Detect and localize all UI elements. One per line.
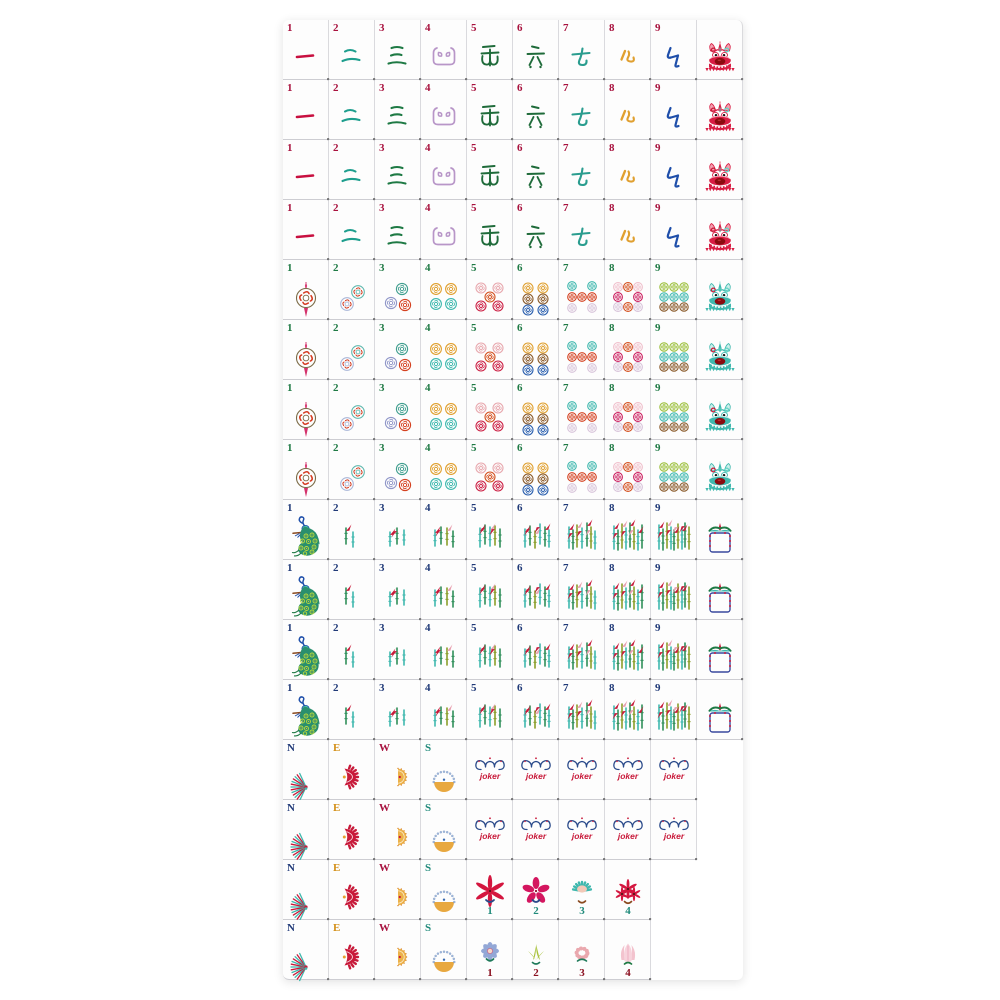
- svg-text:4: 4: [625, 905, 631, 917]
- svg-text:joker: joker: [571, 831, 593, 841]
- svg-text:1: 1: [487, 967, 493, 979]
- svg-text:joker: joker: [525, 831, 547, 841]
- svg-text:joker: joker: [663, 831, 685, 841]
- svg-text:1: 1: [487, 905, 493, 917]
- svg-text:joker: joker: [479, 831, 501, 841]
- svg-text:joker: joker: [617, 831, 639, 841]
- svg-text:joker: joker: [571, 771, 593, 781]
- svg-text:4: 4: [625, 967, 631, 979]
- svg-text:3: 3: [579, 967, 585, 979]
- svg-text:2: 2: [533, 967, 539, 979]
- svg-text:joker: joker: [617, 771, 639, 781]
- svg-text:joker: joker: [525, 771, 547, 781]
- svg-text:3: 3: [579, 905, 585, 917]
- svg-text:2: 2: [533, 905, 539, 917]
- svg-text:joker: joker: [663, 771, 685, 781]
- svg-text:joker: joker: [479, 771, 501, 781]
